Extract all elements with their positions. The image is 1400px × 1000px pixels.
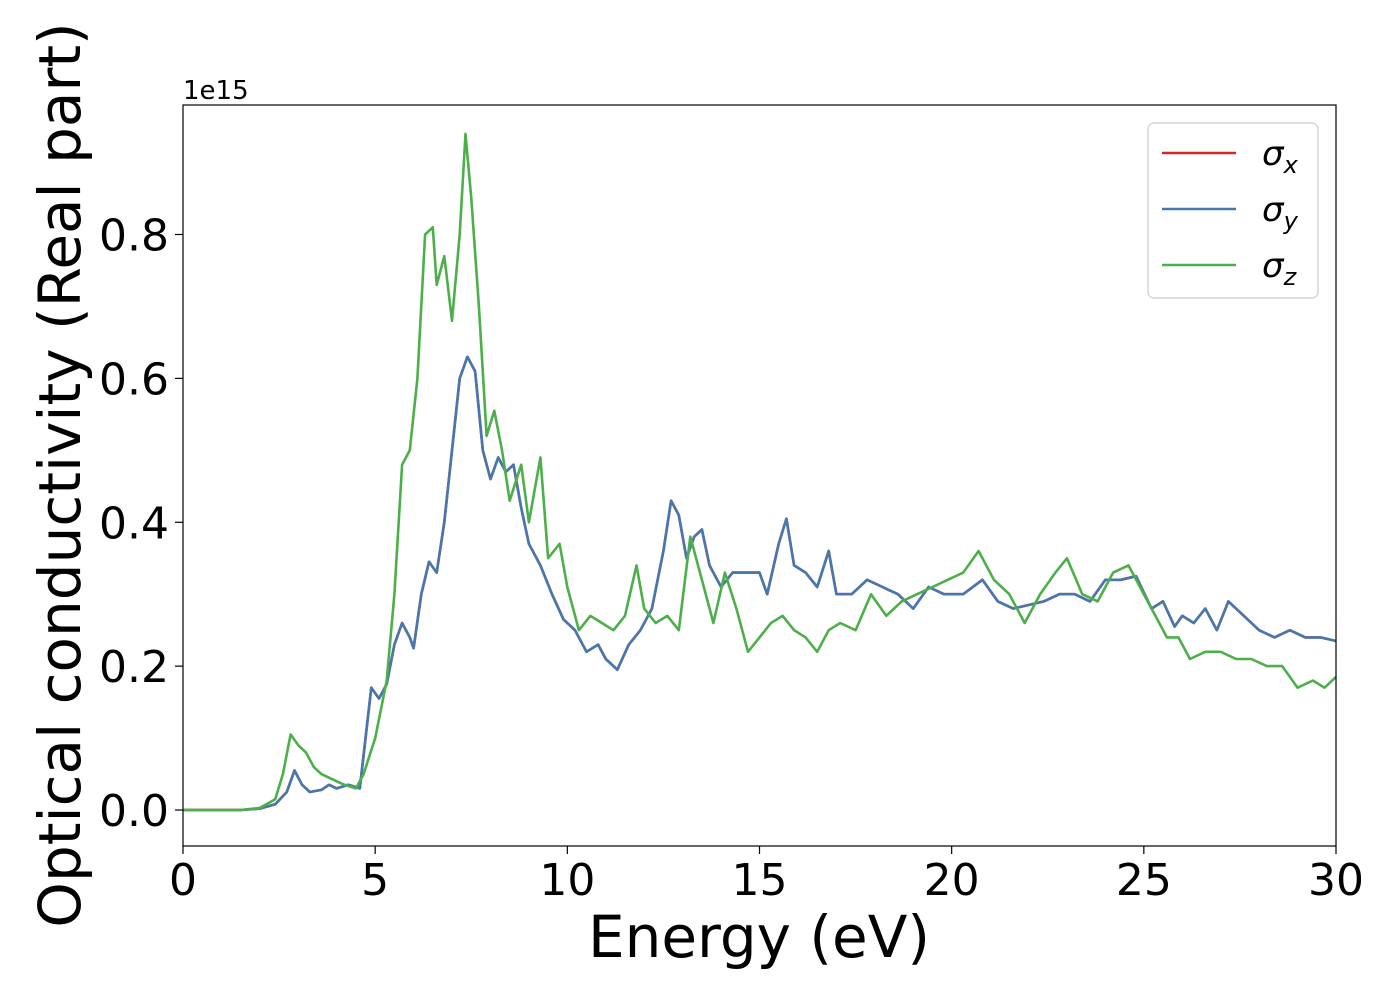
legend-label-y: σy <box>1262 190 1299 235</box>
y-tick-label: 0.0 <box>99 786 169 837</box>
x-axis-ticks: 0 5 10 15 20 25 30 <box>169 846 1364 906</box>
x-tick-label: 5 <box>361 855 389 906</box>
series-layer <box>183 132 1337 812</box>
legend-label-x: σx <box>1262 134 1299 179</box>
x-axis-label: Energy (eV) <box>588 903 930 971</box>
y-axis-ticks: 0.0 0.2 0.4 0.6 0.8 <box>99 210 183 837</box>
x-tick-label: 15 <box>732 855 788 906</box>
y-tick-label: 0.6 <box>99 354 169 405</box>
legend: σx σy σz <box>1147 122 1319 299</box>
y-tick-label: 0.8 <box>99 210 169 261</box>
y-offset-text: 1e15 <box>183 76 249 106</box>
legend-label-z: σz <box>1262 246 1298 291</box>
x-tick-label: 30 <box>1308 855 1364 906</box>
legend-box <box>1147 122 1319 299</box>
x-tick-label: 0 <box>169 855 197 906</box>
y-tick-label: 0.2 <box>99 642 169 693</box>
x-tick-label: 10 <box>539 855 595 906</box>
y-axis-label: Optical conductivity (Real part) <box>26 22 94 927</box>
y-tick-label: 0.4 <box>99 498 169 549</box>
x-tick-label: 20 <box>924 855 980 906</box>
series-line-σz <box>183 132 1337 812</box>
x-tick-label: 25 <box>1116 855 1172 906</box>
